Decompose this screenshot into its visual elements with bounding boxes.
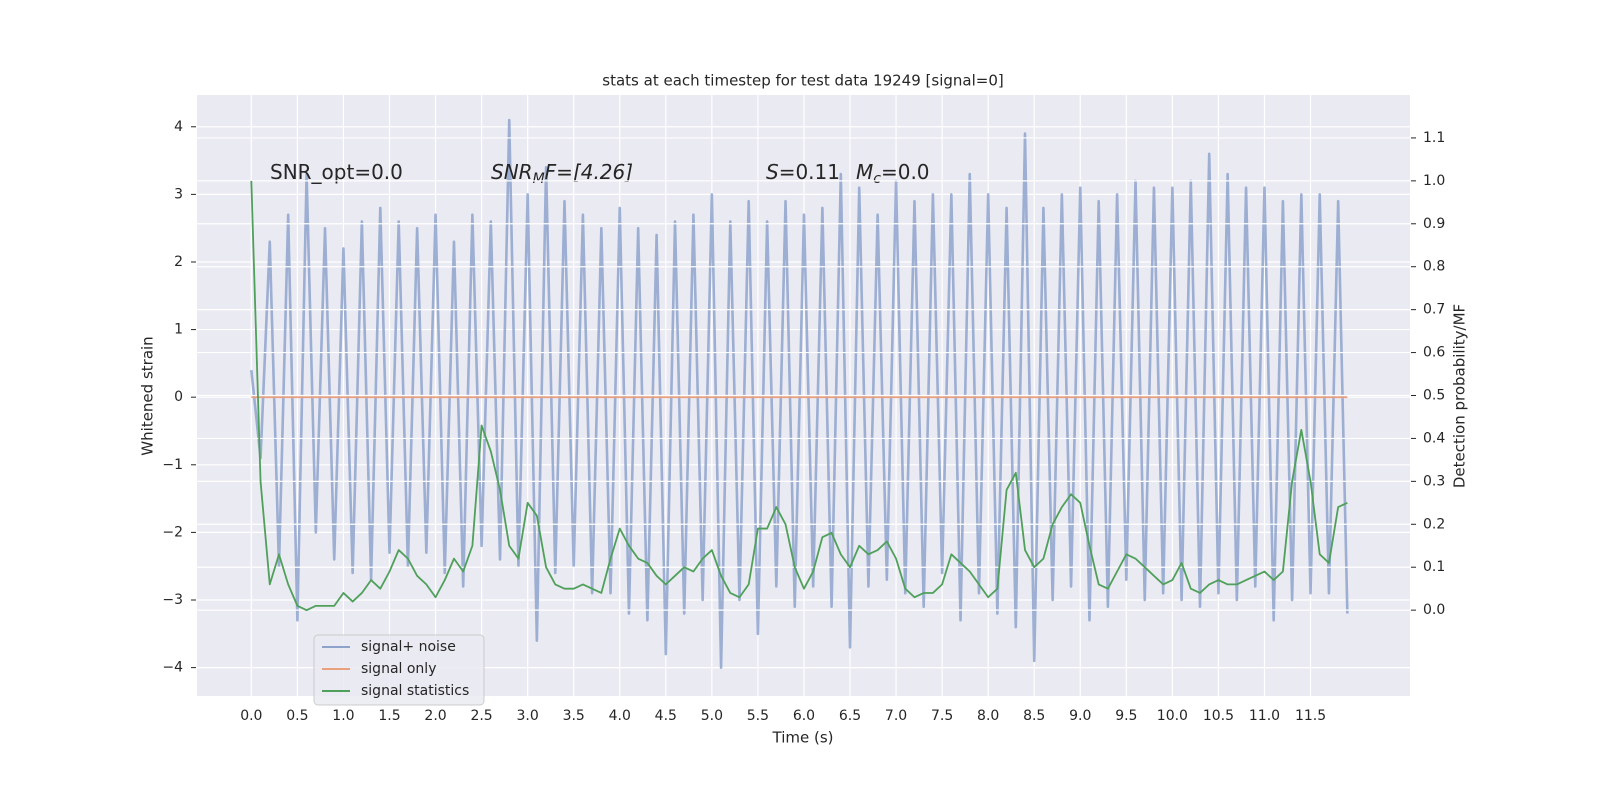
x-tick-label: 1.5 [378, 708, 400, 724]
y-tick-label: 0 [174, 389, 183, 405]
annotation-text: SNR_opt=0.0 [270, 160, 403, 184]
legend-box [313, 634, 485, 706]
x-tick-label: 9.0 [1069, 708, 1091, 724]
x-tick-label: 6.0 [793, 708, 815, 724]
legend-label: signal only [361, 661, 436, 677]
annotation-text: M [856, 160, 873, 184]
x-tick-label: 10.0 [1157, 708, 1188, 724]
legend: signal+ noise signal only signal statistic… [313, 634, 485, 706]
annotation-subscript: c [873, 171, 881, 187]
annotation: SNR_opt=0.0 [270, 160, 403, 184]
y-tick-label: 2 [174, 254, 183, 270]
x-tick-label: 0.0 [240, 708, 262, 724]
x-axis-label: Time (s) [772, 729, 834, 747]
x-tick-label: 8.5 [1023, 708, 1045, 724]
annotation: SNRMF=[4.26] [491, 160, 633, 188]
annotation-text: F=[4.26] [545, 160, 633, 184]
x-tick-label: 11.5 [1295, 708, 1326, 724]
series-line [250, 118, 1349, 669]
y2-tick-label: 0.4 [1423, 430, 1445, 446]
x-tick-label: 1.0 [332, 708, 354, 724]
y-tick-label: −4 [162, 660, 183, 676]
annotation-text: S [766, 160, 779, 184]
y2-tick-label: 1.1 [1423, 130, 1445, 146]
y2-tick-label: 1.0 [1423, 173, 1445, 189]
y2-tick-label: 0.0 [1423, 602, 1445, 618]
x-tick-label: 11.0 [1249, 708, 1280, 724]
chart-title: stats at each timestep for test data 192… [602, 72, 1003, 90]
x-tick-label: 3.0 [517, 708, 539, 724]
y-tick-label: −2 [162, 524, 183, 540]
legend-label: signal statistics [361, 683, 469, 699]
y-tick-label: 1 [174, 322, 183, 338]
annotation-text: =0.11 [779, 160, 840, 184]
over-layer [197, 137, 1410, 611]
annotation-text: =0.0 [881, 160, 930, 184]
y2-tick-label: 0.6 [1423, 345, 1445, 361]
y2-tick-label: 0.5 [1423, 388, 1445, 404]
annotation-subscript: M [533, 171, 545, 187]
x-tick-label: 2.5 [470, 708, 492, 724]
y-tick-label: 4 [174, 119, 183, 135]
x-tick-label: 4.0 [609, 708, 631, 724]
x-tick-label: 5.5 [747, 708, 769, 724]
x-tick-label: 0.5 [286, 708, 308, 724]
y2-tick-label: 0.7 [1423, 302, 1445, 318]
x-tick-label: 7.5 [931, 708, 953, 724]
y2-tick-label: 0.8 [1423, 259, 1445, 275]
x-tick-label: 2.0 [424, 708, 446, 724]
y-axis-label: Whitened strain [139, 336, 157, 455]
annotation-text: SNR [491, 160, 533, 184]
y2-tick-label: 0.1 [1423, 559, 1445, 575]
x-tick-label: 6.5 [839, 708, 861, 724]
y2-tick-label: 0.9 [1423, 216, 1445, 232]
y-tick-label: 3 [174, 186, 183, 202]
annotation: S=0.11 Mc=0.0 [766, 160, 930, 188]
series-line [250, 180, 1348, 612]
y-tick-label: −3 [162, 592, 183, 608]
x-tick-label: 4.5 [655, 708, 677, 724]
y2-axis-label: Detection probability/MF [1451, 304, 1469, 488]
x-tick-label: 5.0 [701, 708, 723, 724]
x-tick-label: 9.5 [1115, 708, 1137, 724]
x-tick-label: 7.0 [885, 708, 907, 724]
x-tick-label: 8.0 [977, 708, 999, 724]
legend-label: signal+ noise [361, 639, 456, 655]
x-tick-label: 3.5 [563, 708, 585, 724]
y2-tick-label: 0.3 [1423, 473, 1445, 489]
x-tick-label: 10.5 [1203, 708, 1234, 724]
y2-tick-label: 0.2 [1423, 516, 1445, 532]
y-tick-label: −1 [162, 457, 183, 473]
